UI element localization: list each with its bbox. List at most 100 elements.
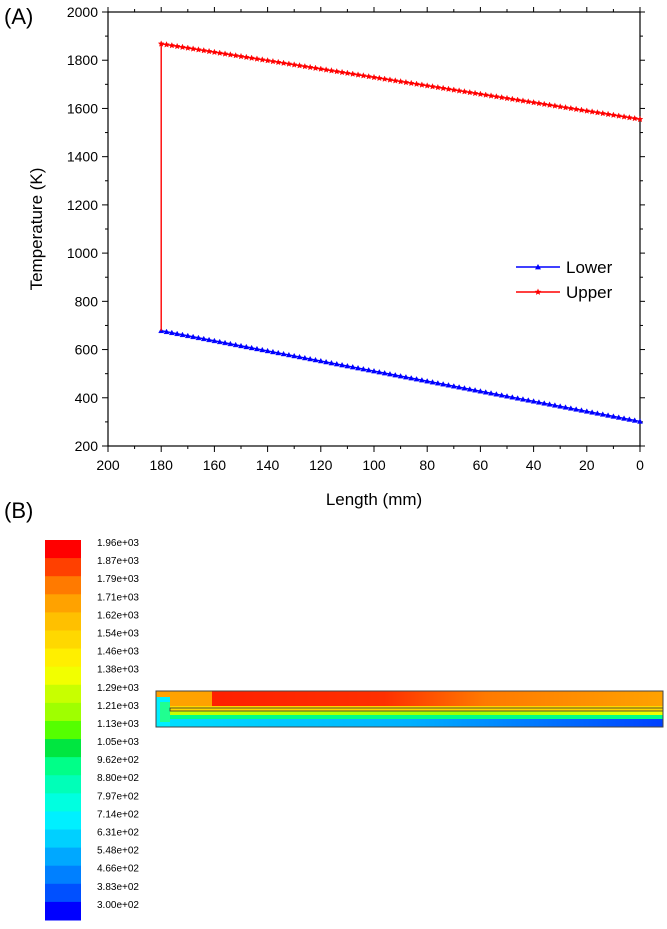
colorbar-swatch — [45, 684, 81, 704]
data-point-lower — [307, 355, 314, 362]
data-point-lower — [567, 405, 574, 411]
colorbar-label: 3.00e+02 — [97, 900, 139, 911]
data-point-lower — [631, 417, 638, 423]
colorbar-label: 1.79e+03 — [97, 574, 139, 585]
data-point-upper — [556, 103, 564, 110]
data-point-lower — [429, 379, 436, 385]
data-point-lower — [365, 367, 372, 373]
colorbar-swatch — [45, 576, 81, 595]
data-point-lower — [621, 415, 627, 421]
data-point-upper — [487, 92, 495, 99]
data-point-lower — [472, 387, 479, 393]
x-tick-label: 100 — [362, 457, 386, 473]
data-point-upper — [317, 65, 325, 72]
data-point-lower — [626, 416, 633, 422]
data-point-upper — [375, 74, 383, 82]
colorbar-label: 9.62e+02 — [97, 755, 139, 766]
colorbar-label: 1.05e+03 — [97, 737, 139, 748]
data-point-lower — [211, 337, 218, 344]
data-point-upper — [296, 62, 303, 69]
data-point-upper — [604, 110, 612, 118]
colorbar-swatch — [45, 811, 81, 831]
data-point-lower — [190, 333, 197, 340]
colorbar-swatch — [45, 720, 81, 740]
data-point-upper — [482, 91, 490, 98]
data-point-lower — [227, 340, 234, 347]
colorbar-label: 1.96e+03 — [97, 538, 139, 549]
data-point-upper — [205, 47, 213, 55]
panel-b-label: (B) — [4, 498, 34, 523]
data-point-upper — [493, 93, 500, 100]
y-tick-label: 200 — [75, 438, 99, 454]
legend-label-upper: Upper — [566, 283, 613, 302]
data-point-lower — [317, 357, 324, 364]
data-point-lower — [264, 347, 271, 354]
colorbar-swatch — [45, 793, 81, 812]
data-point-upper — [599, 109, 607, 117]
data-point-upper — [578, 106, 585, 113]
data-point-upper — [258, 56, 266, 63]
data-point-lower — [461, 385, 468, 391]
colorbar-label: 1.54e+03 — [97, 628, 139, 639]
data-point-lower — [259, 346, 266, 353]
data-point-lower — [402, 374, 409, 380]
data-point-upper — [514, 96, 521, 103]
colorbar-swatch — [45, 865, 81, 885]
data-point-upper — [248, 54, 255, 61]
colorbar-swatch — [45, 594, 81, 613]
data-point-upper — [195, 46, 202, 53]
data-point-upper — [508, 95, 516, 103]
legend-label-lower: Lower — [566, 258, 613, 277]
data-point-upper — [477, 90, 484, 97]
data-point-lower — [440, 381, 447, 387]
data-point-upper — [530, 98, 537, 106]
data-point-lower — [333, 360, 340, 367]
data-point-lower — [248, 344, 255, 351]
data-point-upper — [179, 43, 186, 51]
data-point-upper — [301, 62, 309, 70]
data-point-lower — [541, 400, 548, 406]
data-point-upper — [540, 100, 548, 108]
data-point-lower — [243, 343, 250, 350]
data-point-lower — [434, 380, 441, 386]
temperature-line-chart: 200 180 160 140 120 100 80 60 40 20 0 200400600800… — [27, 4, 645, 509]
data-point-lower — [296, 353, 303, 360]
data-point-lower — [493, 391, 500, 397]
colorbar-label: 1.87e+03 — [97, 556, 139, 567]
data-point-lower — [562, 404, 569, 410]
data-point-upper — [445, 85, 452, 92]
data-point-upper — [498, 93, 506, 101]
data-point-lower — [323, 358, 330, 365]
data-point-upper — [402, 78, 410, 86]
data-point-lower — [280, 350, 287, 357]
data-point-lower — [222, 339, 228, 346]
data-point-lower — [477, 388, 484, 394]
data-point-lower — [216, 338, 223, 345]
data-point-lower — [339, 361, 346, 368]
colorbar-swatch — [45, 829, 81, 849]
colorbar-label: 1.46e+03 — [97, 647, 139, 658]
colorbar-label: 1.29e+03 — [97, 683, 139, 694]
data-point-lower — [397, 373, 404, 379]
data-point-upper — [328, 67, 335, 74]
data-point-lower — [349, 364, 356, 370]
data-point-upper — [333, 67, 341, 75]
data-point-upper — [407, 79, 415, 87]
data-point-upper — [572, 105, 580, 113]
data-point-upper — [232, 52, 240, 59]
data-point-upper — [620, 113, 628, 120]
data-point-upper — [503, 94, 511, 102]
data-point-upper — [242, 53, 250, 61]
data-point-upper — [365, 73, 373, 80]
data-point-upper — [290, 61, 298, 68]
data-point-upper — [344, 69, 351, 77]
data-point-upper — [200, 47, 208, 54]
y-tick-label: 2000 — [67, 4, 98, 20]
x-tick-label: 60 — [473, 457, 489, 473]
data-point-upper — [551, 102, 559, 109]
data-point-lower — [456, 384, 463, 390]
data-point-upper — [227, 51, 234, 58]
colorbar-swatch — [45, 540, 81, 559]
data-point-upper — [216, 49, 224, 56]
data-point-upper — [211, 48, 218, 56]
